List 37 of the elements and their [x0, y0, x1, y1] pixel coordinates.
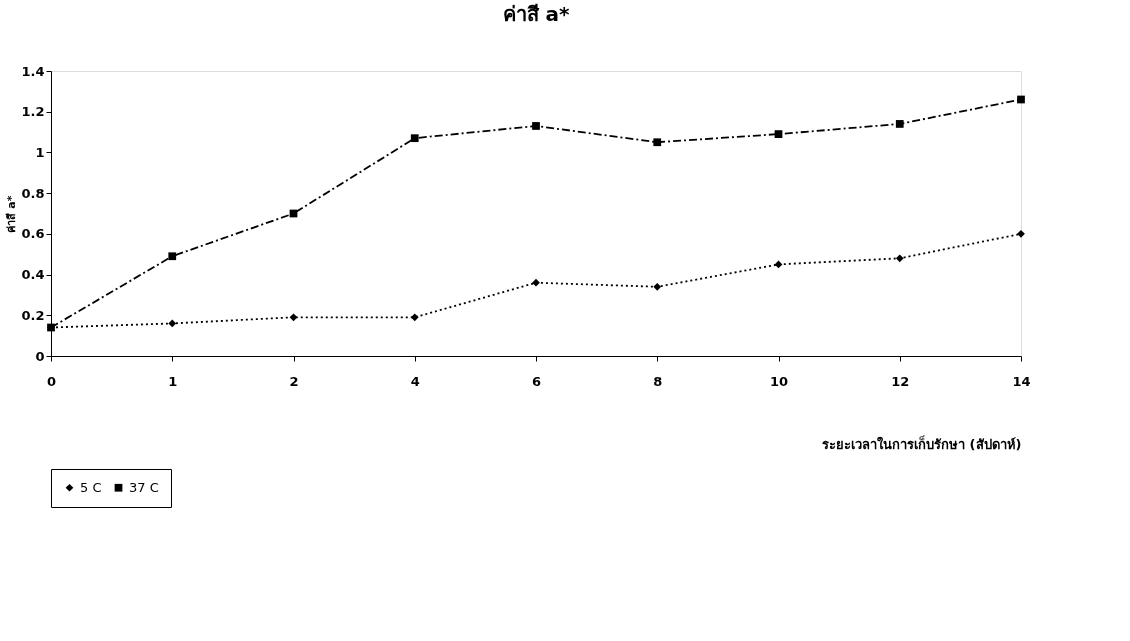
point — [653, 282, 662, 291]
point — [532, 278, 540, 287]
y-axis-title: ค่าสี a* — [5, 195, 19, 233]
point — [410, 313, 419, 322]
y-tick-label: 1.4 — [21, 63, 45, 79]
point — [653, 138, 662, 147]
x-tick-label: 2 — [289, 373, 299, 389]
point — [168, 252, 177, 261]
x-tick-label: 0 — [46, 373, 57, 389]
point — [1017, 229, 1025, 238]
x-tick-label: 8 — [653, 373, 663, 389]
point — [895, 120, 904, 128]
point — [410, 134, 419, 143]
x-tick-label: 14 — [1012, 373, 1031, 389]
x-tick-label: 1 — [168, 373, 178, 389]
point — [774, 130, 783, 138]
legend-label: 5 C — [80, 479, 102, 495]
y-tick-label: 0.4 — [21, 267, 45, 283]
y-tick-label: 0 — [35, 348, 45, 364]
legend-label: 37 C — [129, 479, 159, 495]
y-tick-label: 1.2 — [21, 104, 45, 120]
point — [289, 313, 298, 322]
point — [532, 122, 540, 130]
x-tick-label: 12 — [891, 373, 910, 389]
point — [168, 319, 177, 328]
point — [47, 323, 55, 332]
y-tick-label: 0.2 — [21, 307, 45, 323]
x-tick-label: 4 — [410, 373, 420, 389]
point — [1017, 95, 1025, 104]
x-axis-title: ระยะเวลาในการเก็บรักษา (สัปดาห์) — [822, 434, 1022, 452]
x-tick-label: 10 — [769, 373, 789, 389]
chart-title: ค่าสี a* — [502, 2, 570, 26]
point — [895, 254, 904, 263]
y-tick-label: 0.6 — [21, 226, 45, 242]
y-tick-label: 1 — [35, 144, 45, 160]
x-tick-label: 6 — [531, 373, 542, 389]
y-tick-label: 0.8 — [21, 185, 45, 201]
